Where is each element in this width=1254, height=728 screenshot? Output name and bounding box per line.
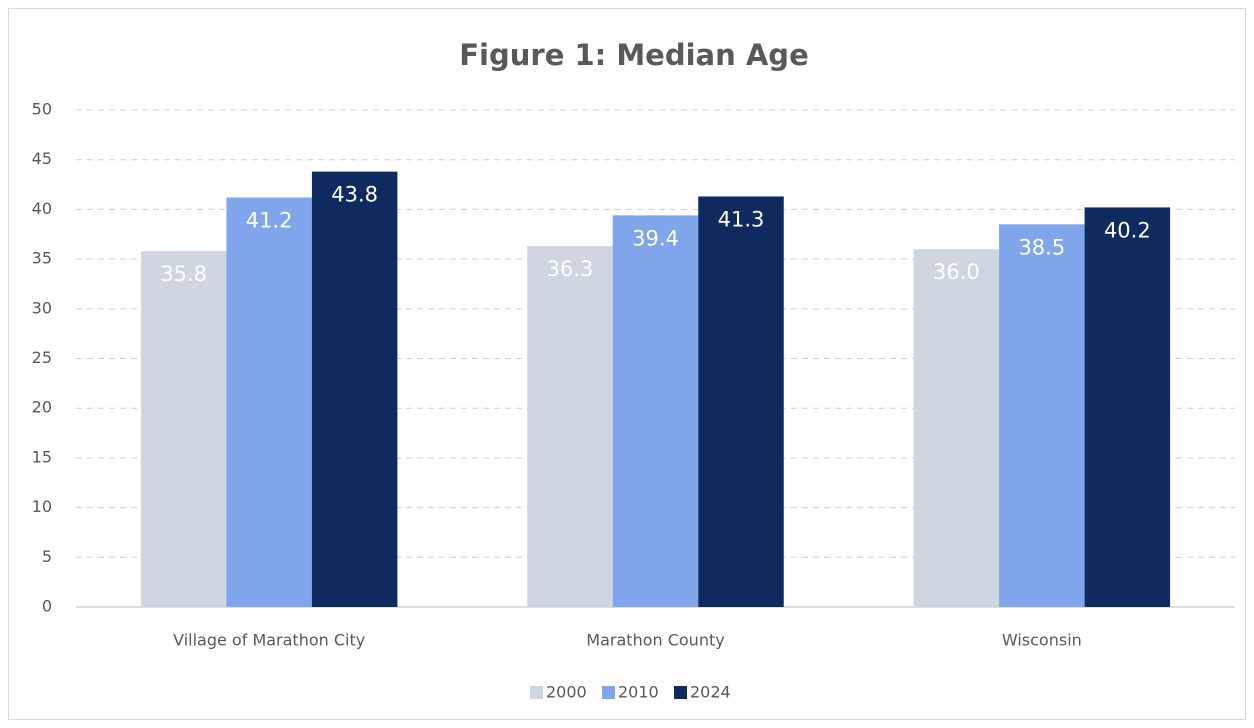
bar <box>226 197 312 608</box>
data-label: 36.0 <box>933 260 980 284</box>
data-label: 40.2 <box>1104 218 1151 242</box>
y-tick-label: 50 <box>32 100 52 119</box>
y-tick-label: 45 <box>32 149 52 168</box>
x-tick-label: Village of Marathon City <box>173 631 365 650</box>
bar <box>612 215 699 607</box>
y-tick-label: 30 <box>32 298 52 317</box>
chart-title: Figure 1: Median Age <box>459 38 809 72</box>
legend-swatch <box>530 686 543 699</box>
data-label: 41.2 <box>246 208 293 232</box>
y-tick-label: 40 <box>32 199 52 218</box>
legend-label: 2010 <box>618 683 659 702</box>
data-label: 36.3 <box>547 257 594 281</box>
data-label: 43.8 <box>331 183 378 207</box>
bar <box>913 249 1000 607</box>
bar <box>698 196 784 607</box>
x-tick-label: Wisconsin <box>1002 631 1082 650</box>
y-tick-label: 0 <box>42 597 52 616</box>
y-tick-label: 10 <box>32 497 52 516</box>
legend-label: 2000 <box>546 683 587 702</box>
y-tick-label: 15 <box>32 447 52 466</box>
data-label: 39.4 <box>632 226 679 250</box>
bar <box>999 224 1085 607</box>
bar <box>311 171 398 608</box>
data-label: 35.8 <box>160 262 207 286</box>
legend-label: 2024 <box>690 683 731 702</box>
x-tick-label: Marathon County <box>586 631 724 650</box>
legend-swatch <box>674 686 687 699</box>
legend-swatch <box>602 686 615 699</box>
bar <box>527 246 613 608</box>
y-tick-label: 5 <box>42 547 52 566</box>
y-tick-label: 25 <box>32 348 52 367</box>
bar <box>140 251 227 607</box>
y-tick-label: 35 <box>32 249 52 268</box>
y-tick-label: 20 <box>32 398 52 417</box>
bar <box>1084 207 1171 608</box>
data-label: 41.3 <box>718 207 765 231</box>
data-label: 38.5 <box>1018 235 1065 259</box>
